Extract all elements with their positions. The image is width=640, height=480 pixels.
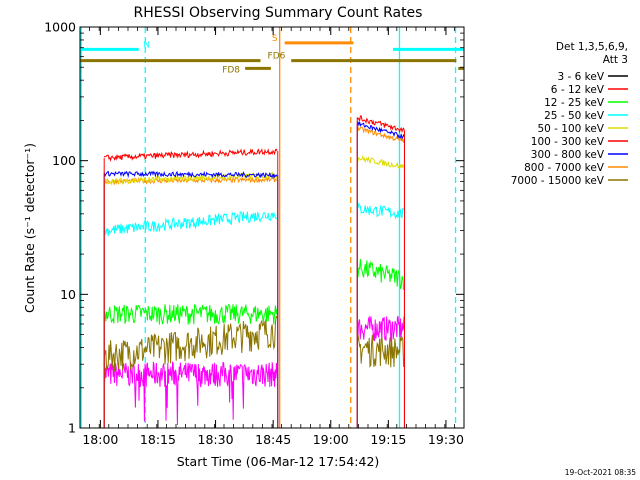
y-tick-label-3: 1000 (44, 20, 76, 35)
x-tick-label-4: 19:00 (313, 432, 349, 447)
x-axis: 18:00 18:15 18:30 18:45 19:00 19:15 19:30 (79, 27, 465, 447)
legend-label-1: 6 - 12 keV (551, 84, 605, 96)
y-tick-label-2: 100 (52, 153, 76, 168)
x-tick-label-5: 19:15 (370, 432, 406, 447)
series-s4-segment-0 (103, 171, 278, 186)
flag-label-n: N (143, 40, 150, 50)
legend-label-0: 3 - 6 keV (557, 71, 604, 83)
series-s3-segment-1 (356, 201, 405, 220)
legend-label-7: 800 - 7000 keV (524, 162, 605, 174)
x-tick-label-1: 18:15 (140, 432, 176, 447)
plot-area: N S FD6 FD8 (80, 27, 464, 428)
series-s8-segment-0 (103, 315, 278, 372)
flag-label-s: S (272, 34, 278, 44)
series-s6-segment-1 (356, 120, 405, 141)
x-tick-label-0: 18:00 (82, 432, 118, 447)
series-s8-segment-1 (356, 334, 405, 368)
series-s4-segment-1 (356, 154, 405, 169)
series-s5-segment-1 (356, 115, 405, 134)
series-s7-segment-1 (356, 126, 405, 143)
series-s5-segment-0 (103, 148, 278, 163)
x-tick-label-6: 19:30 (428, 432, 464, 447)
series-s2-segment-0 (103, 303, 278, 325)
render-timestamp: 19-Oct-2021 08:35 (565, 468, 636, 477)
flag-label-fd6: FD6 (268, 52, 286, 62)
x-tick-label-3: 18:45 (255, 432, 291, 447)
series-s2-segment-1 (356, 258, 405, 290)
legend-label-6: 300 - 800 keV (531, 149, 605, 161)
legend-label-2: 12 - 25 keV (544, 97, 605, 109)
chart-title: RHESSI Observing Summary Count Rates (134, 5, 423, 21)
series-s3-segment-0 (103, 211, 278, 237)
x-axis-label: Start Time (06-Mar-12 17:54:42) (177, 454, 380, 469)
x-tick-label-2: 18:30 (198, 432, 234, 447)
y-axis: 1 10 100 1000 (44, 20, 464, 436)
legend-label-5: 100 - 300 keV (531, 136, 605, 148)
legend-header-0: Det 1,3,5,6,9, (556, 41, 628, 53)
y-tick-label-1: 10 (60, 287, 76, 302)
legend-label-8: 7000 - 15000 keV (511, 175, 605, 187)
y-tick-label-0: 1 (68, 421, 76, 436)
magenta-band-segment-1 (356, 315, 405, 342)
series-s5 (103, 115, 405, 428)
legend-label-4: 50 - 100 keV (537, 123, 604, 135)
y-axis-label: Count Rate (s⁻¹ detector⁻¹) (22, 143, 37, 313)
flag-label-fd8: FD8 (222, 65, 240, 75)
legend-header-1: Att 3 (603, 54, 628, 66)
legend-label-3: 25 - 50 keV (544, 110, 605, 122)
series-s6-segment-0 (103, 170, 278, 180)
